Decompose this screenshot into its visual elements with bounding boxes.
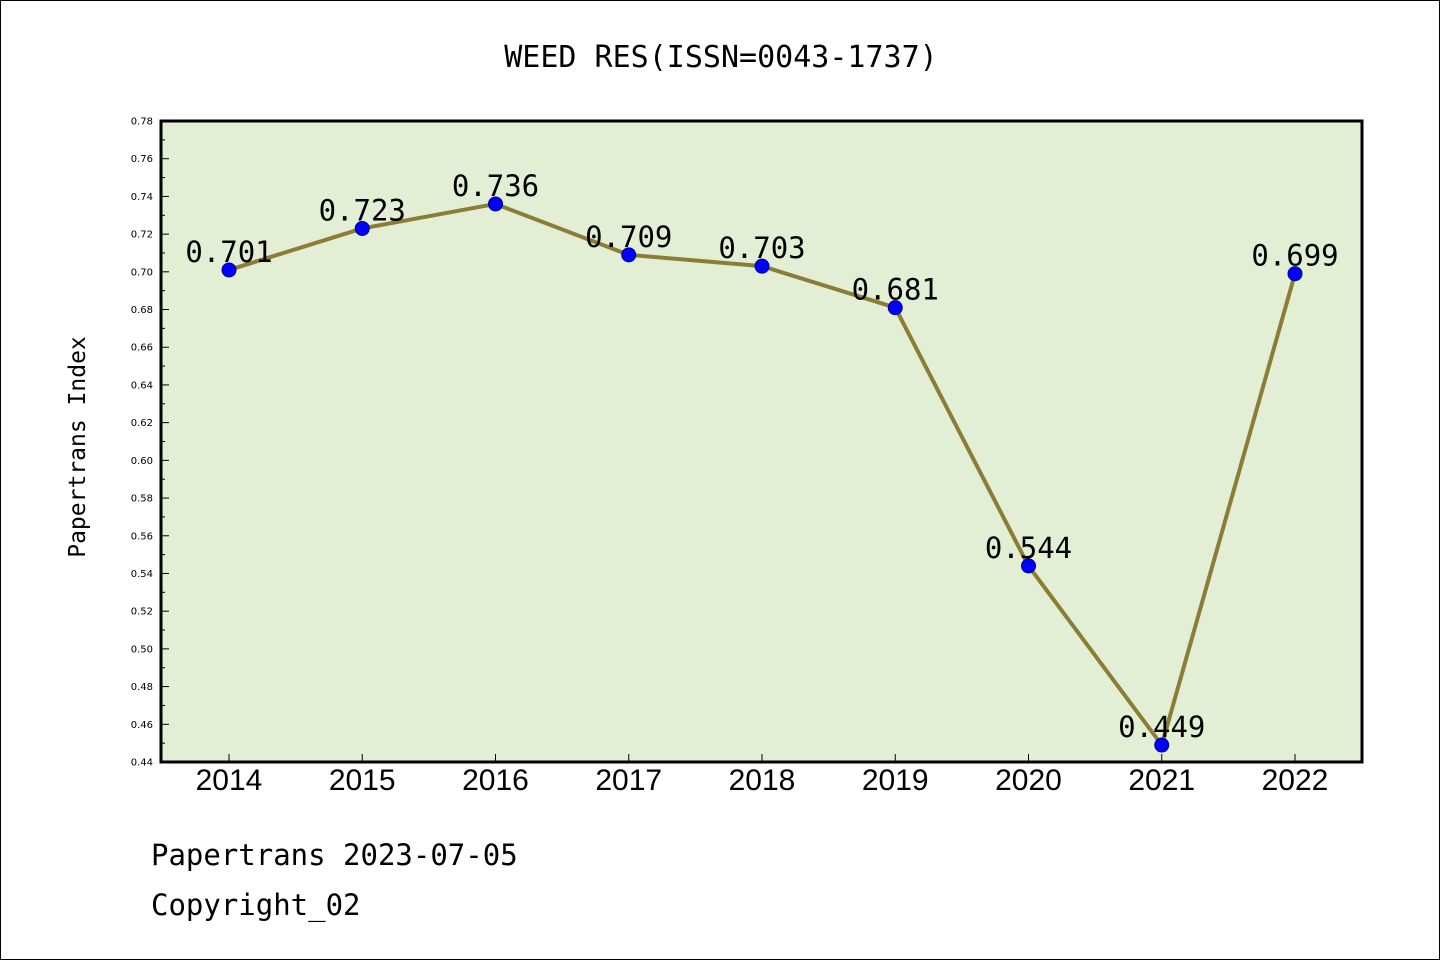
data-point (887, 300, 903, 316)
chart-title: WEED RES(ISSN=0043-1737) (504, 40, 937, 75)
y-tick-label: 0.52 (131, 607, 153, 618)
data-point (488, 196, 503, 212)
y-tick-label: 0.66 (131, 343, 153, 354)
y-tick-label: 0.74 (131, 192, 153, 203)
y-tick-label: 0.44 (131, 758, 153, 769)
data-point (754, 258, 770, 274)
x-tick-label: 2017 (595, 764, 662, 797)
data-point (1021, 558, 1036, 574)
y-tick-label: 0.72 (131, 230, 153, 241)
data-label: 0.703 (718, 231, 805, 265)
x-tick-label: 2019 (862, 764, 929, 797)
y-tick-label: 0.48 (131, 682, 153, 693)
data-point (1287, 266, 1303, 282)
data-label: 0.723 (319, 193, 406, 227)
y-tick-label: 0.68 (131, 305, 153, 316)
y-tick-label: 0.64 (131, 380, 153, 391)
data-label: 0.544 (985, 531, 1072, 565)
y-tick-label: 0.58 (131, 494, 153, 505)
y-tick-label: 0.56 (131, 531, 153, 542)
data-label: 0.709 (585, 220, 672, 254)
series-layer: 0.701 0.723 0.736 0.709 0.703 0.681 0.544 0.449… (185, 169, 1339, 753)
data-label: 0.701 (185, 235, 272, 269)
y-tick-label: 0.62 (131, 418, 153, 429)
data-point (1154, 737, 1170, 753)
data-label: 0.681 (852, 273, 939, 307)
footer-date: Papertrans 2023-07-05 (151, 838, 518, 872)
y-tick-label: 0.70 (131, 267, 153, 278)
x-tick-label: 2020 (995, 764, 1062, 797)
x-tick-label: 2016 (462, 764, 529, 797)
plot-border (159, 119, 1364, 764)
y-tick-label: 0.78 (131, 117, 153, 128)
footer-copyright: Copyright_02 (151, 888, 361, 923)
x-tick-label: 2015 (329, 764, 396, 797)
data-label: 0.699 (1251, 239, 1338, 273)
x-tick-label: 2014 (196, 764, 263, 797)
data-label: 0.736 (452, 169, 539, 203)
y-tick-label: 0.54 (131, 569, 153, 580)
x-tick-label: 2018 (729, 764, 796, 797)
data-label: 0.449 (1118, 710, 1205, 744)
y-axis-label: Papertrans Index (65, 336, 91, 558)
y-tick-label: 0.60 (131, 456, 153, 467)
y-tick-label: 0.46 (131, 720, 153, 731)
data-point (221, 262, 237, 278)
x-tick-label: 2021 (1128, 764, 1195, 797)
x-tick-label: 2022 (1262, 764, 1329, 797)
x-axis: 2014 2015 2016 2017 2018 2019 2020 2021 2022 (196, 754, 1329, 797)
y-tick-label: 0.50 (131, 644, 153, 655)
data-point (621, 247, 637, 263)
y-tick-label: 0.76 (131, 154, 153, 165)
data-point (354, 220, 370, 236)
